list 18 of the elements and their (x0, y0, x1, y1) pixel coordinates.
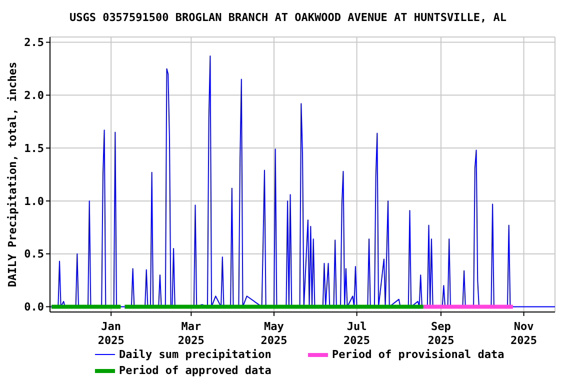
x-tick-label: Mar 2025 (178, 320, 204, 347)
x-tick-label: May 2025 (260, 320, 288, 347)
line-series (50, 56, 555, 308)
chart-title: USGS 0357591500 BROGLAN BRANCH AT OAKWOOD AVENUE AT HUNTSVILLE, AL (68, 11, 508, 24)
x-tick-label: Jan 2025 (98, 320, 124, 347)
legend-label: Period of approved data (119, 364, 272, 377)
x-tick-label: Sep 2025 (428, 320, 454, 347)
legend-label: Period of provisional data (332, 348, 504, 361)
y-tick-label: 0.0 (24, 300, 44, 314)
y-axis-title: DAILY Precipitation, total, inches (6, 62, 19, 288)
y-tick-label: 0.5 (24, 248, 44, 261)
y-tick-label: 1.5 (24, 142, 44, 155)
x-tick-label: Jul 2025 (344, 320, 370, 347)
x-tick-label: Nov 2025 (510, 320, 538, 347)
legend-label: Daily sum precipitation (119, 348, 272, 361)
y-tick-label: 2.5 (24, 36, 44, 50)
y-tick-label: 1.0 (24, 194, 44, 208)
y-tick-label: 2.0 (24, 89, 44, 102)
